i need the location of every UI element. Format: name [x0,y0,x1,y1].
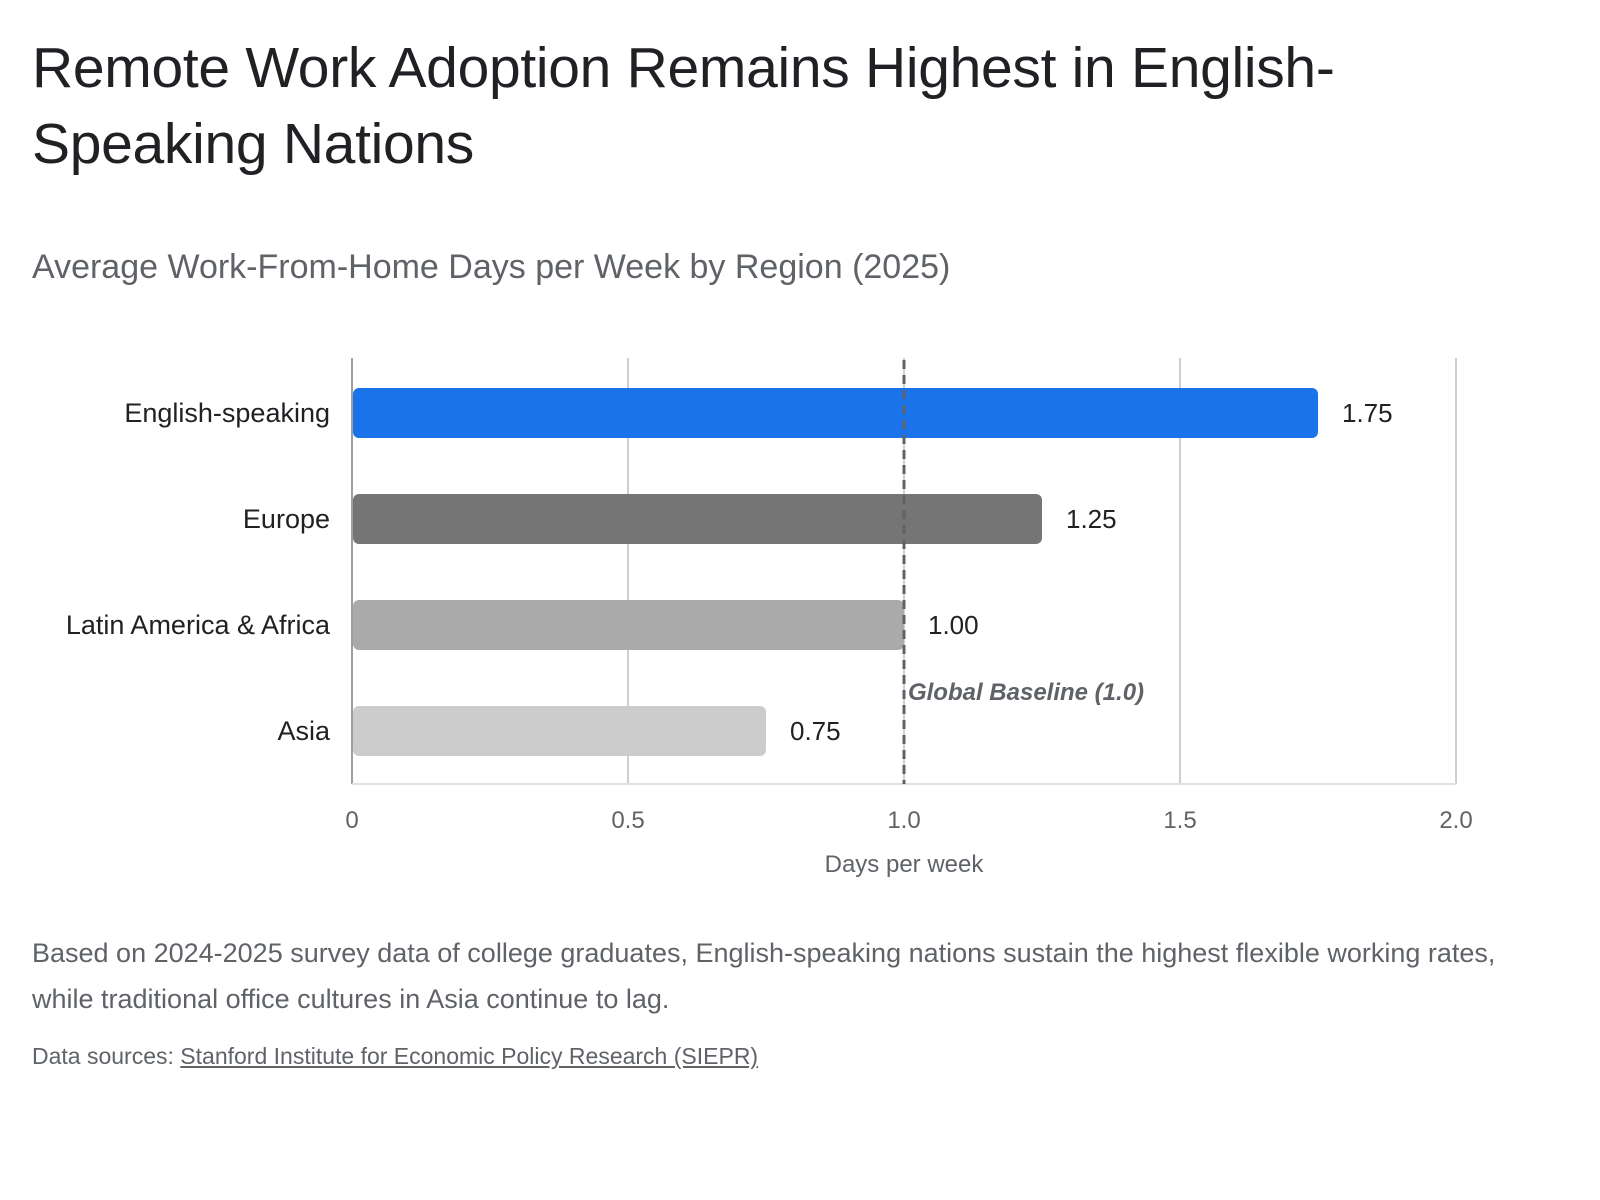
category-label: Asia [277,716,331,746]
bars [353,388,1318,756]
bar [353,494,1042,544]
bar [353,388,1318,438]
chart-caption: Based on 2024-2025 survey data of colleg… [32,938,1496,1014]
category-label: Europe [243,504,330,534]
reference-line-group: Global Baseline (1.0) [902,360,1144,784]
category-label: Latin America & Africa [66,610,331,640]
labels: 0 0.5 1.0 1.5 2.0 Days per week English-speaki… [66,398,1473,878]
sources-prefix: Data sources: [32,1043,181,1069]
data-label: 1.00 [928,610,979,640]
data-label: 0.75 [790,716,841,746]
data-sources: Data sources: Stanford Institute for Eco… [32,1043,758,1070]
x-tick-label: 0.5 [611,807,644,834]
x-tick-label: 0 [345,807,358,834]
bar [353,706,766,756]
bar [353,600,904,650]
bar-chart: Global Baseline (1.0) 0 0.5 1.0 1.5 2.0 Days … [66,358,1473,878]
reference-line-label: Global Baseline (1.0) [908,679,1144,706]
source-link[interactable]: Stanford Institute for Economic Policy R… [180,1043,759,1069]
data-label: 1.75 [1342,398,1393,428]
x-tick-label: 1.5 [1163,807,1196,834]
category-label: English-speaking [124,398,330,428]
x-axis-title: Days per week [825,851,985,878]
chart-subtitle: Average Work-From-Home Days per Week by … [32,248,951,286]
x-tick-label: 1.0 [887,807,920,834]
x-tick-label: 2.0 [1439,807,1472,834]
data-label: 1.25 [1066,504,1117,534]
chart-title: Remote Work Adoption Remains Highest in … [32,36,1335,176]
